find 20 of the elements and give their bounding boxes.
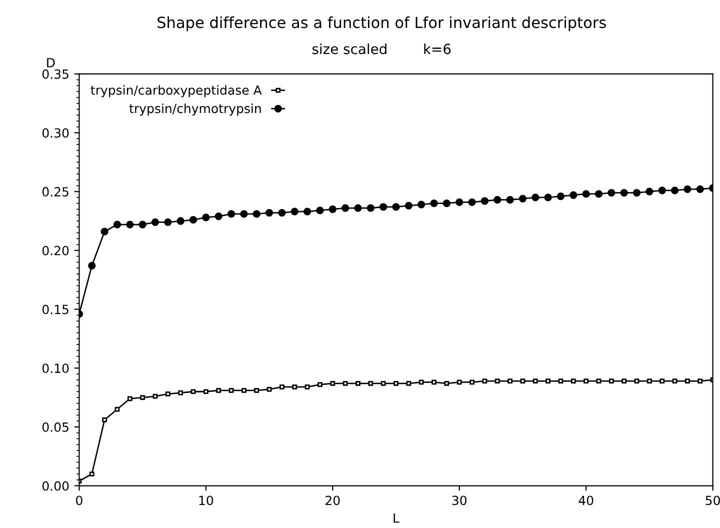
x-tick-label: 40 [578, 496, 594, 506]
chart-title: Shape difference as a function of Lfor invariant descriptors [158, 16, 606, 32]
legend-label: trypsin/chymotrypsin [129, 104, 261, 116]
x-tick-label: 0 [76, 496, 82, 506]
y-tick-label: 0.30 [42, 128, 69, 138]
y-tick-label: 0.15 [42, 304, 68, 314]
y-axis-title: D [47, 58, 55, 68]
x-tick-label: 20 [326, 496, 340, 506]
y-tick-label: 0.00 [42, 481, 69, 491]
y-tick-label: 0.10 [42, 364, 69, 374]
x-tick-label: 10 [199, 496, 214, 506]
chart-subtitle: size scaled k=6 [312, 43, 451, 54]
x-tick-label: 50 [706, 496, 720, 506]
y-tick-label: 0.20 [42, 246, 69, 256]
legend-label: trypsin/carboxypeptidase A [90, 85, 262, 98]
y-tick-label: 0.25 [42, 187, 68, 197]
y-tick-label: 0.35 [42, 69, 68, 79]
x-axis-title: L [394, 514, 400, 523]
y-tick-label: 0.05 [42, 422, 68, 432]
x-tick-label: 30 [452, 496, 466, 506]
